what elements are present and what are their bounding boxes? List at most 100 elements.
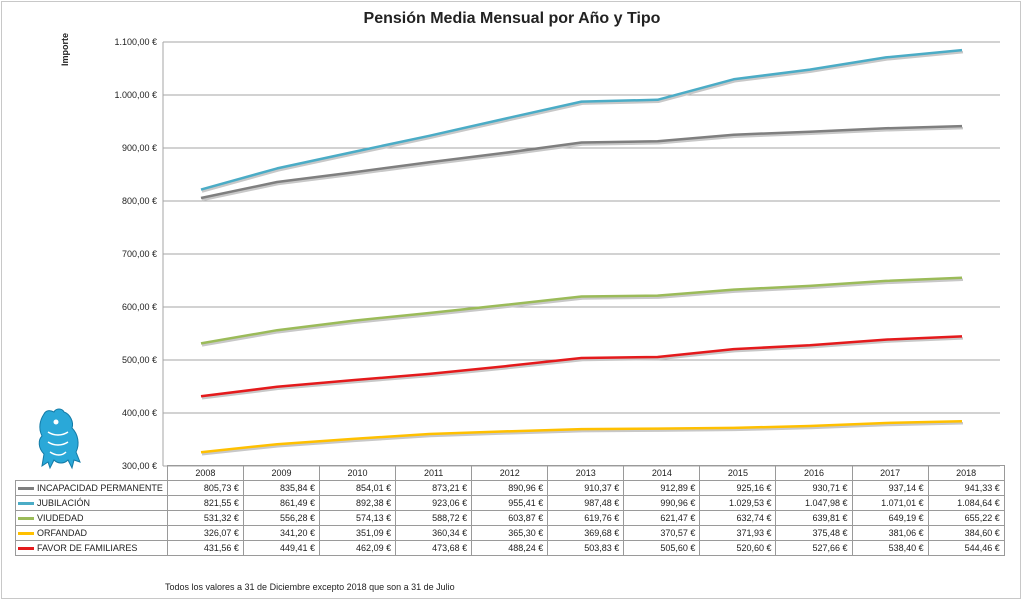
x-tick-label: 2015 (699, 465, 777, 481)
data-label: 649,19 € (851, 510, 929, 526)
y-tick-label: 400,00 € (122, 408, 157, 418)
table-row: ORFANDAD 326,07 €341,20 €351,09 €360,34 €… (15, 525, 1005, 541)
data-label: 375,48 € (775, 525, 853, 541)
data-label: 488,24 € (471, 540, 549, 556)
x-tick-label: 2008 (166, 465, 244, 481)
data-label: 503,83 € (547, 540, 625, 556)
x-tick-label: 2011 (395, 465, 473, 481)
data-label: 1.029,53 € (699, 495, 777, 511)
series-line (200, 276, 963, 345)
data-label: 371,93 € (699, 525, 777, 541)
data-label: 990,96 € (623, 495, 701, 511)
data-label: 621,47 € (623, 510, 701, 526)
x-tick-label: 2010 (319, 465, 397, 481)
legend-label: ORFANDAD (37, 528, 88, 538)
data-label: 861,49 € (242, 495, 321, 511)
x-tick-label: 2012 (471, 465, 549, 481)
data-label: 890,96 € (471, 480, 549, 496)
data-label: 369,68 € (547, 525, 625, 541)
data-label: 360,34 € (395, 525, 473, 541)
series-line-shadow (201, 337, 964, 400)
data-label: 381,06 € (851, 525, 929, 541)
data-label: 351,09 € (319, 525, 397, 541)
legend-entry: JUBILACIÓN (15, 495, 168, 511)
data-label: 925,16 € (699, 480, 777, 496)
data-label: 538,40 € (851, 540, 929, 556)
data-label: 574,13 € (319, 510, 397, 526)
data-label: 619,76 € (547, 510, 625, 526)
data-label: 854,01 € (319, 480, 397, 496)
y-tick-label: 1.100,00 € (114, 37, 157, 47)
y-tick-label: 700,00 € (122, 249, 157, 259)
data-label: 930,71 € (775, 480, 853, 496)
x-tick-label: 2013 (547, 465, 625, 481)
series-lines (200, 48, 964, 456)
data-label: 384,60 € (927, 525, 1005, 541)
series-line-shadow (201, 421, 964, 456)
table-row: FAVOR DE FAMILIARES 431,56 €449,41 €462,0… (15, 540, 1005, 556)
chart-title: Pensión Media Mensual por Año y Tipo (363, 10, 661, 27)
series-line-shadow (201, 126, 964, 202)
data-label: 1.047,98 € (775, 495, 853, 511)
data-label: 531,32 € (166, 510, 244, 526)
data-label: 632,74 € (699, 510, 777, 526)
data-label: 1.071,01 € (851, 495, 929, 511)
legend-key (18, 517, 34, 521)
table-row: INCAPACIDAD PERMANENTE 805,73 €835,84 €85… (15, 480, 1005, 496)
data-label: 370,57 € (623, 525, 701, 541)
data-label: 923,06 € (395, 495, 473, 511)
data-label: 821,55 € (166, 495, 244, 511)
data-label: 937,14 € (851, 480, 929, 496)
y-tick-label: 500,00 € (122, 355, 157, 365)
x-tick-label: 2014 (623, 465, 701, 481)
data-label: 544,46 € (927, 540, 1005, 556)
footnote: Todos los valores a 31 de Diciembre exce… (165, 582, 455, 592)
data-label: 941,33 € (927, 480, 1005, 496)
table-corner (15, 465, 168, 481)
y-tick-label: 900,00 € (122, 143, 157, 153)
data-label: 912,89 € (623, 480, 701, 496)
data-label: 431,56 € (166, 540, 244, 556)
series-line (200, 48, 963, 191)
legend-key (18, 547, 34, 551)
x-tick-label: 2018 (927, 465, 1005, 481)
legend-label: FAVOR DE FAMILIARES (37, 543, 138, 553)
data-table: 2008 2009 2010 2011 2012 2013 2014 2015 2016 2017… (15, 465, 1005, 556)
table-row: VIUDEDAD 531,32 €556,28 €574,13 €588,72 €… (15, 510, 1005, 526)
data-label: 520,60 € (699, 540, 777, 556)
gridlines (162, 41, 1000, 467)
data-label: 449,41 € (242, 540, 321, 556)
legend-label: VIUDEDAD (37, 513, 84, 523)
table-header-row: 2008 2009 2010 2011 2012 2013 2014 2015 2016 2017… (15, 465, 1005, 481)
data-label: 655,22 € (927, 510, 1005, 526)
data-label: 603,87 € (471, 510, 549, 526)
y-tick-label: 800,00 € (122, 196, 157, 206)
data-label: 955,41 € (471, 495, 549, 511)
data-label: 910,37 € (547, 480, 625, 496)
table-row: JUBILACIÓN 821,55 €861,49 €892,38 €923,06… (15, 495, 1005, 511)
data-label: 527,66 € (775, 540, 853, 556)
series-line-shadow (201, 50, 964, 193)
legend-entry: VIUDEDAD (15, 510, 168, 526)
data-label: 892,38 € (319, 495, 397, 511)
data-label: 873,21 € (395, 480, 473, 496)
y-tick-labels: 1.100,00 € 1.000,00 € 900,00 € 800,00 € 700,… (114, 37, 157, 471)
data-label: 505,60 € (623, 540, 701, 556)
legend-label: INCAPACIDAD PERMANENTE (37, 483, 163, 493)
series-line-shadow (201, 278, 964, 347)
x-tick-label: 2016 (775, 465, 853, 481)
y-tick-label: 600,00 € (122, 302, 157, 312)
x-tick-label: 2009 (242, 465, 321, 481)
data-label: 639,81 € (775, 510, 853, 526)
data-label: 987,48 € (547, 495, 625, 511)
data-label: 1.084,64 € (927, 495, 1005, 511)
legend-key (18, 487, 34, 491)
y-tick-label: 1.000,00 € (114, 90, 157, 100)
legend-label: JUBILACIÓN (37, 498, 91, 508)
series-line (200, 124, 963, 200)
data-label: 365,30 € (471, 525, 549, 541)
legend-key (18, 532, 34, 536)
data-label: 805,73 € (166, 480, 244, 496)
legend-key (18, 502, 34, 506)
